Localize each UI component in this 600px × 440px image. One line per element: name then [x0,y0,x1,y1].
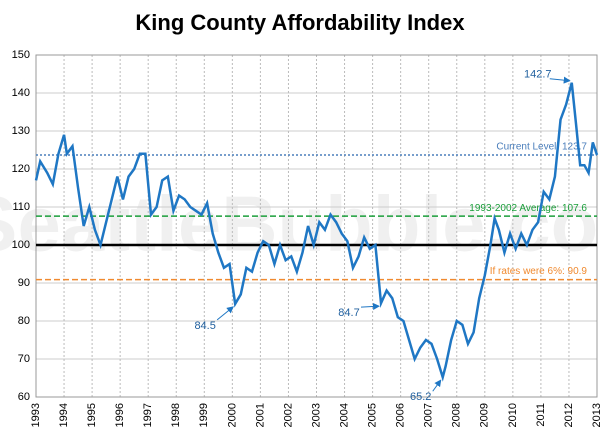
y-tick-label: 100 [12,239,30,251]
x-tick-label: 2006 [395,403,407,427]
x-tick-label: 1996 [114,403,126,427]
y-tick-label: 80 [18,315,30,327]
annotation-arrow [432,379,442,392]
reference-label: If rates were 6%: 90.9 [490,266,588,277]
x-tick-label: 2005 [367,403,379,427]
x-tick-label: 2012 [563,403,575,427]
x-tick-label: 2008 [451,403,463,427]
y-tick-label: 150 [12,49,30,61]
y-tick-label: 90 [18,277,30,289]
y-tick-label: 70 [18,353,30,365]
y-tick-label: 130 [12,125,30,137]
x-tick-label: 2004 [338,403,350,427]
y-tick-label: 120 [12,163,30,175]
x-tick-label: 2003 [310,403,322,427]
annotation-arrow [549,76,571,84]
annotation-arrow [216,306,234,321]
annotation-arrow [360,302,381,310]
data-line [34,82,599,382]
annotation-label: 84.7 [338,307,359,319]
x-tick-label: 2009 [479,403,491,427]
x-tick-label: 2010 [507,403,519,427]
y-tick-label: 60 [18,391,30,403]
x-tick-label: 1994 [58,403,70,427]
x-tick-label: 1993 [30,403,42,427]
x-tick-label: 2011 [535,403,547,427]
chart-title: King County Affordability Index [135,10,465,35]
y-tick-label: 110 [12,201,30,213]
x-tick-label: 2007 [423,403,435,427]
x-tick-label: 1997 [142,403,154,427]
x-tick-label: 1999 [198,403,210,427]
x-tick-label: 1998 [170,403,182,427]
x-tick-label: 2000 [226,403,238,427]
x-tick-label: 2013 [591,403,600,427]
annotation-label: 84.5 [194,320,215,332]
x-tick-label: 2001 [254,403,266,427]
watermark: SeattleBubble.com [0,180,600,268]
y-tick-label: 140 [12,87,30,99]
x-tick-label: 1995 [86,403,98,427]
annotation-label: 142.7 [524,69,552,81]
x-tick-label: 2002 [282,403,294,427]
reference-label: Current Level: 123.7 [496,142,587,153]
reference-label: 1993-2002 Average: 107.6 [469,203,587,214]
annotation-label: 65.2 [410,391,431,403]
plot-border [35,54,598,398]
